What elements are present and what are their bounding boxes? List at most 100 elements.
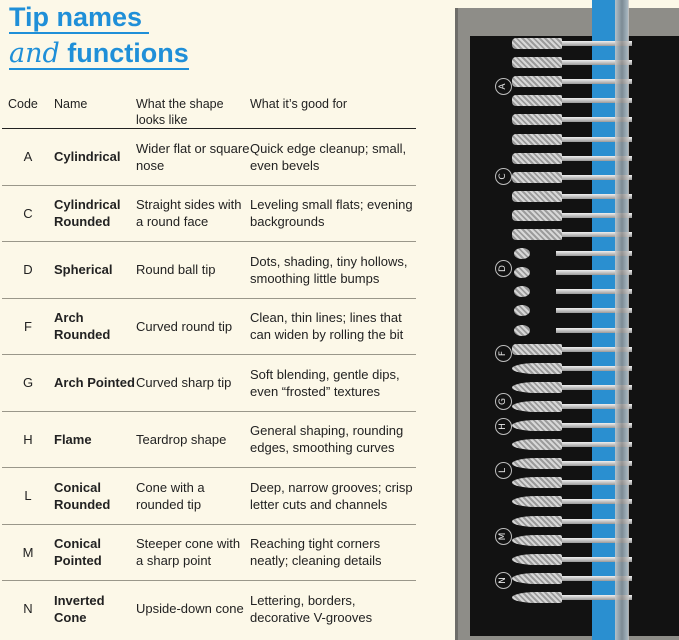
title-italic-word: and: [9, 38, 60, 69]
bit-head: [514, 305, 530, 317]
title-bold-word: functions: [67, 38, 189, 68]
bit-shank: [556, 308, 632, 314]
bit-head: [512, 477, 562, 489]
bit-shank: [556, 79, 632, 85]
row-name: Inverted Cone: [54, 592, 105, 625]
bit-head: [512, 553, 562, 565]
bit-head: [514, 248, 530, 260]
bit-tool: [512, 76, 632, 88]
row-good-for: Quick edge cleanup; small, even bevels: [250, 128, 416, 186]
row-shape: Teardrop shape: [136, 411, 250, 468]
table-row: C Cylindrical Rounded Straight sides wit…: [2, 185, 416, 242]
bit-tool: [512, 458, 632, 470]
bit-tool: [512, 171, 632, 183]
bit-tool: [512, 553, 632, 565]
bit-shank: [556, 174, 632, 180]
row-shape: Upside-down cone: [136, 601, 244, 617]
bit-shank: [556, 423, 632, 428]
bit-head: [514, 286, 530, 298]
tray-rack-bar: [615, 0, 629, 640]
header-name: Name: [54, 96, 136, 129]
table-row: H Flame Teardrop shape General shaping, …: [2, 411, 416, 468]
table-row: N Inverted Cone Upside-down cone Letteri…: [2, 581, 416, 637]
row-code: N: [23, 601, 33, 617]
bit-head: [512, 133, 562, 145]
bit-shank: [556, 594, 632, 600]
bit-tool: [512, 591, 632, 603]
header-shape: What the shape looks like: [136, 96, 250, 129]
tray-section-label: L: [495, 462, 512, 479]
bit-shank: [556, 499, 632, 505]
bit-tool: [512, 286, 632, 298]
row-good-for: Leveling small flats; evening background…: [250, 185, 416, 242]
bit-tool: [512, 439, 632, 451]
bit-head: [512, 229, 562, 240]
bit-head: [514, 324, 530, 336]
table-row: G Arch Pointed Curved sharp tip Soft ble…: [2, 354, 416, 412]
bit-tray-photo: [455, 8, 679, 640]
bit-tool: [512, 477, 632, 489]
bit-tool: [512, 400, 632, 412]
row-shape: Straight sides with a round face: [136, 185, 250, 242]
bit-head: [512, 572, 562, 584]
bit-head: [512, 152, 562, 164]
bit-tool: [512, 343, 632, 355]
title-line-2: and functions: [9, 34, 189, 70]
bit-head: [512, 496, 562, 508]
page-title: Tip names and functions: [9, 2, 309, 70]
bit-shank: [556, 575, 632, 581]
bit-tool: [512, 95, 632, 107]
tray-section-label: H: [495, 418, 512, 435]
bit-shank: [556, 384, 632, 390]
row-code: F: [2, 298, 54, 355]
bit-shank: [556, 98, 632, 104]
row-shape: Cone with a rounded tip: [136, 467, 250, 525]
bit-shank: [556, 365, 632, 371]
bit-tool: [512, 229, 632, 240]
bit-head: [512, 171, 562, 183]
bit-shank: [556, 327, 632, 333]
table-header-row: Code Name What the shape looks like What…: [2, 96, 416, 129]
table-row: D Spherical Round ball tip Dots, shading…: [2, 241, 416, 299]
bit-tool: [512, 515, 632, 527]
bit-shank: [556, 461, 632, 467]
bit-tool: [512, 267, 632, 279]
row-good-for: Dots, shading, tiny hollows, smoothing l…: [250, 241, 416, 299]
row-name: Conical Pointed: [54, 524, 136, 581]
row-code: G: [2, 354, 54, 412]
bit-head: [512, 95, 562, 107]
tray-section-label: G: [495, 393, 512, 410]
row-shape: Curved sharp tip: [136, 354, 250, 412]
bit-tool: [512, 381, 632, 393]
row-code: A: [2, 128, 54, 186]
row-shape: Round ball tip: [136, 241, 250, 299]
bit-head: [512, 420, 562, 431]
row-name: Arch Pointed: [54, 354, 136, 412]
bit-head: [512, 57, 562, 69]
bit-shank: [556, 480, 632, 486]
row-shape: Curved round tip: [136, 298, 250, 355]
bit-shank: [556, 136, 632, 142]
bit-tool: [512, 209, 632, 221]
bit-shank: [556, 212, 632, 218]
bit-tool: [512, 133, 632, 145]
row-good-for: Soft blending, gentle dips, even “froste…: [250, 354, 416, 412]
row-good-for: Clean, thin lines; lines that can widen …: [250, 298, 416, 355]
bit-head: [512, 534, 562, 546]
bit-shank: [556, 270, 632, 276]
bit-shank: [556, 289, 632, 295]
row-shape: Steeper cone with a sharp point: [136, 524, 250, 581]
bit-head: [512, 381, 562, 393]
table-row: L Conical Rounded Cone with a rounded ti…: [2, 467, 416, 525]
bit-head: [512, 114, 562, 126]
tray-interior: [470, 36, 679, 636]
row-shape: Wider flat or square nose: [136, 128, 250, 186]
row-code: L: [2, 467, 54, 525]
row-code: D: [2, 241, 54, 299]
row-good-for: Lettering, borders, decorative V-grooves: [250, 592, 373, 625]
bit-tool: [512, 420, 632, 431]
row-good-for: Reaching tight corners neatly; cleaning …: [250, 524, 416, 581]
row-name: Arch Rounded: [54, 298, 136, 355]
header-code: Code: [2, 96, 54, 129]
tray-section-label: N: [495, 572, 512, 589]
